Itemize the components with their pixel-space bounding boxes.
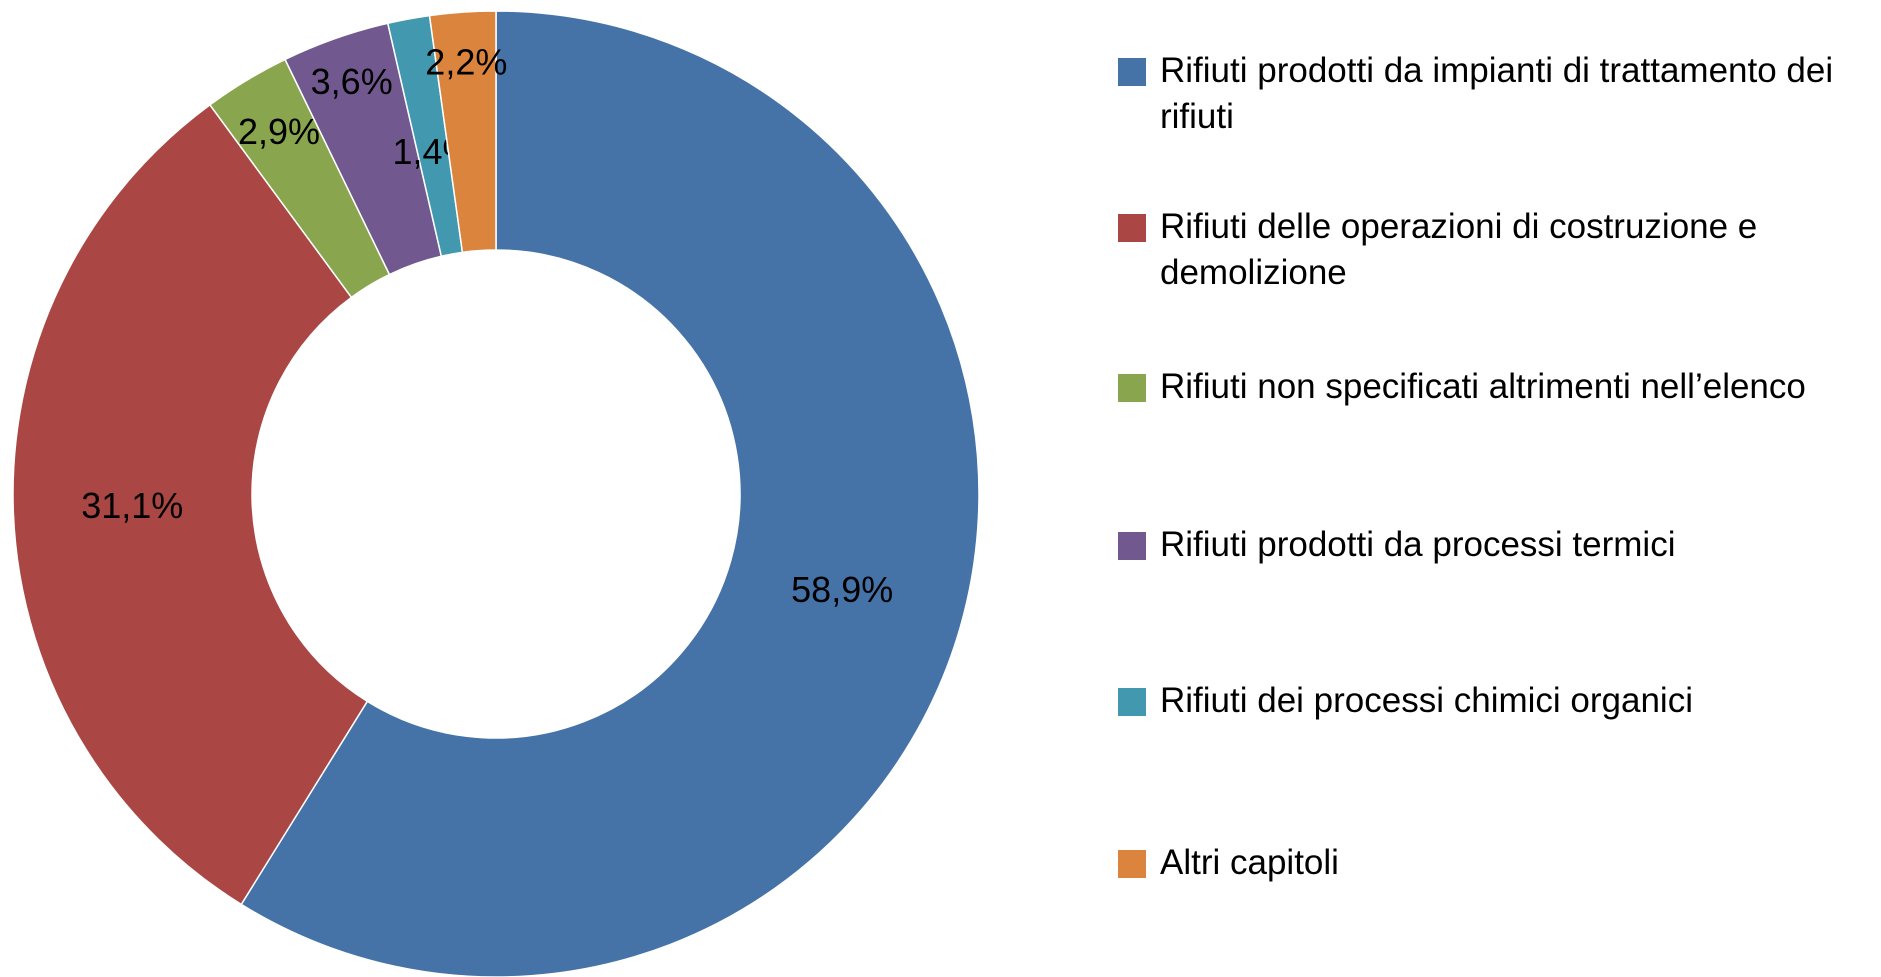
legend-label: Rifiuti non specificati altrimenti nell’… [1160, 367, 1806, 406]
legend-label: Rifiuti prodotti da impianti di trattame… [1160, 51, 1834, 136]
legend-label: Altri capitoli [1160, 843, 1339, 882]
legend-swatch [1118, 374, 1146, 402]
data-label: 31,1% [81, 485, 183, 526]
data-label: 2,9% [238, 111, 320, 152]
data-label: 3,6% [311, 61, 393, 102]
legend-item: Rifiuti prodotti da impianti di trattame… [1118, 48, 1878, 140]
data-label: 58,9% [791, 569, 893, 610]
legend-swatch [1118, 532, 1146, 560]
legend-item: Altri capitoli [1118, 840, 1878, 886]
slice [12, 103, 369, 906]
legend-item: Rifiuti prodotti da processi termici [1118, 522, 1878, 568]
legend-swatch [1118, 850, 1146, 878]
slice [240, 10, 980, 977]
legend-label: Rifiuti prodotti da processi termici [1160, 525, 1676, 564]
legend-item: Rifiuti delle operazioni di costruzione … [1118, 204, 1878, 296]
legend-swatch [1118, 214, 1146, 242]
legend-swatch [1118, 58, 1146, 86]
legend-item: Rifiuti non specificati altrimenti nell’… [1118, 364, 1878, 410]
data-label: 2,2% [425, 42, 507, 83]
legend-swatch [1118, 688, 1146, 716]
legend-label: Rifiuti dei processi chimici organici [1160, 681, 1693, 720]
slice [428, 10, 497, 254]
legend-label: Rifiuti delle operazioni di costruzione … [1160, 207, 1758, 292]
legend-item: Rifiuti dei processi chimici organici [1118, 678, 1878, 724]
